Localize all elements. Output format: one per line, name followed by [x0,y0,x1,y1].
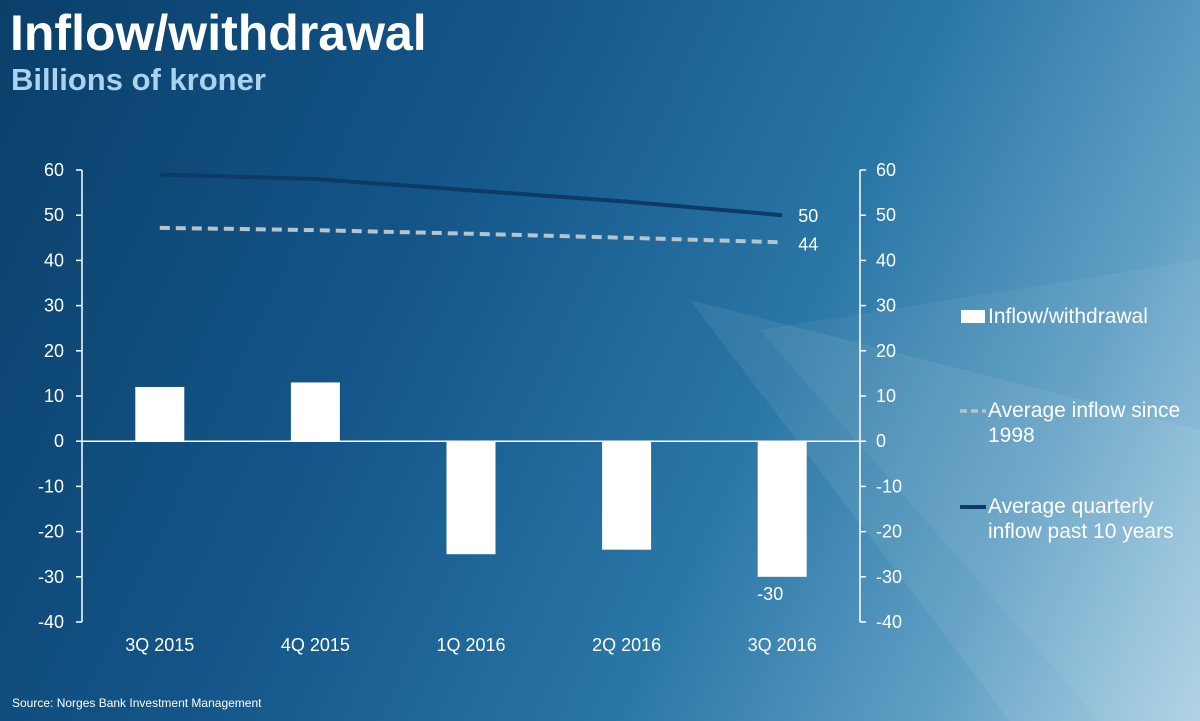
page-title: Inflow/withdrawal [10,5,427,61]
y-tick-label-right: -10 [876,476,902,496]
x-tick-label: 1Q 2016 [436,635,505,655]
x-tick-label: 3Q 2016 [748,635,817,655]
line-average-since-1998 [159,225,783,245]
bar [602,441,652,550]
y-tick-label-right: 50 [876,205,896,225]
y-tick-label-left: 10 [44,386,64,406]
y-tick-label-right: 0 [876,431,886,451]
legend-dashed-label: Average inflow since 1998 [988,399,1181,447]
legend-bar-label: Inflow/withdrawal [988,305,1148,328]
legend-solid-label: Average quarterly inflow past 10 years [988,495,1174,543]
x-tick-label: 3Q 2015 [125,635,194,655]
y-tick-label-left: 0 [54,431,64,451]
y-tick-label-right: 10 [876,386,896,406]
y-tick-label-right: -40 [876,612,902,632]
bar [290,382,340,442]
y-tick-label-right: 30 [876,296,896,316]
source-note: Source: Norges Bank Investment Managemen… [12,696,262,710]
bar [446,441,496,555]
y-tick-label-left: -20 [38,522,64,542]
y-tick-label-left: -40 [38,612,64,632]
y-tick-label-left: -30 [38,567,64,587]
y-tick-label-left: -10 [38,476,64,496]
data-label-dashed: 44 [798,234,818,254]
bar [135,386,185,442]
legend-bar-swatch [961,310,985,323]
line-average-10-years [159,172,783,218]
legend-dashed-swatch [960,409,986,413]
y-tick-label-left: 30 [44,296,64,316]
y-tick-label-left: 20 [44,341,64,361]
x-tick-label: 2Q 2016 [592,635,661,655]
legend-solid-swatch [960,505,986,509]
y-tick-label-left: 40 [44,250,64,270]
bar [757,441,807,577]
y-tick-label-right: -20 [876,522,902,542]
y-tick-label-right: 20 [876,341,896,361]
y-tick-label-left: 60 [44,160,64,180]
x-tick-label: 4Q 2015 [281,635,350,655]
data-label-bar: -30 [757,584,783,604]
y-tick-label-right: 60 [876,160,896,180]
y-tick-label-right: 40 [876,250,896,270]
y-tick-label-right: -30 [876,567,902,587]
y-tick-label-left: 50 [44,205,64,225]
page-subtitle: Billions of kroner [11,62,266,97]
data-label-solid: 50 [798,206,818,226]
